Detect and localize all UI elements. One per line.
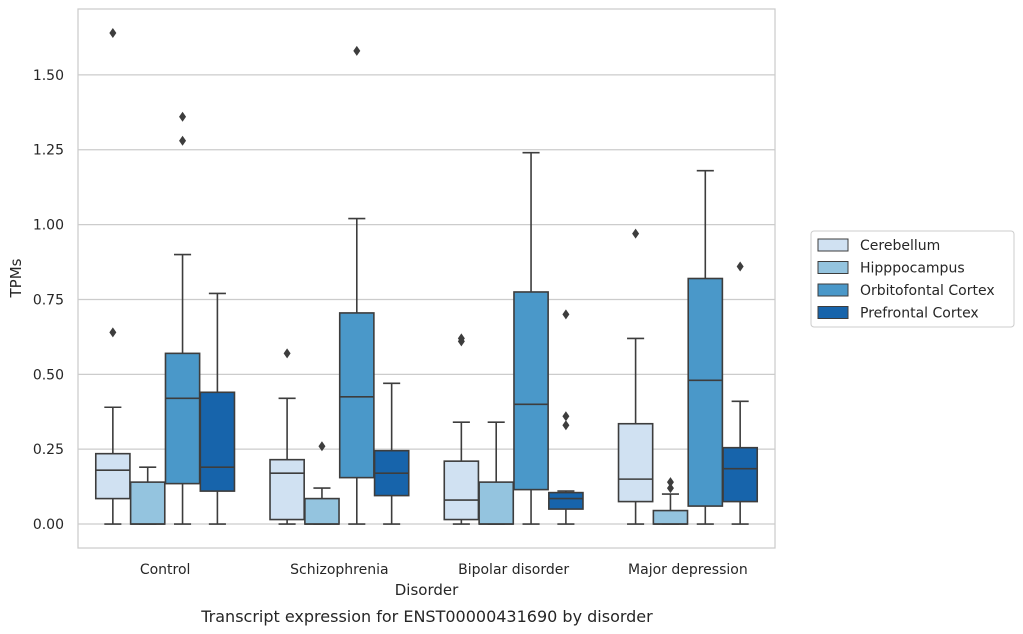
outlier-point (109, 27, 117, 38)
box-series (94, 27, 759, 525)
y-tick-label: 0.75 (33, 292, 64, 308)
box (304, 497, 340, 525)
legend-label: Cerebellum (860, 238, 940, 254)
box-group (722, 261, 759, 525)
box-group (164, 111, 201, 525)
outlier-point (666, 483, 674, 494)
legend-label: Prefrontal Cortex (860, 306, 979, 322)
outlier-point (562, 411, 570, 422)
outlier-point (318, 441, 326, 452)
y-tick-label: 1.50 (33, 68, 64, 84)
box (94, 452, 131, 500)
box (617, 422, 654, 503)
outlier-point (632, 228, 640, 239)
box (548, 491, 584, 510)
x-tick-label: Schizophrenia (290, 562, 388, 578)
box-group (129, 466, 166, 525)
box-group (304, 441, 340, 525)
box (338, 312, 375, 479)
outlier-point (562, 309, 570, 320)
box-group (652, 477, 689, 525)
box (652, 509, 689, 525)
box (513, 291, 549, 491)
box (722, 446, 759, 503)
plot-frame (77, 8, 776, 549)
y-tick-label: 0.00 (33, 517, 64, 533)
outlier-point (179, 111, 187, 122)
legend-swatch (817, 238, 849, 252)
box-group (269, 348, 305, 525)
box-group (548, 309, 584, 525)
y-tick-label: 0.50 (33, 367, 64, 383)
box-group (338, 45, 375, 525)
box (478, 481, 515, 525)
box-group (617, 228, 654, 525)
y-tick-label: 0.25 (33, 442, 64, 458)
legend-label: Hipppocampus (860, 261, 965, 277)
box (199, 391, 236, 492)
outlier-point (736, 261, 744, 272)
x-axis-label: Disorder (395, 581, 459, 599)
legend-swatch (817, 306, 849, 319)
x-tick-label: Bipolar disorder (458, 562, 569, 578)
chart-caption: Transcript expression for ENST0000043169… (200, 607, 653, 626)
y-axis-label: TPMs (7, 258, 25, 298)
x-tick-labels: Control Schizophrenia Bipolar disorder Majo… (140, 562, 748, 578)
legend-swatch (817, 261, 849, 274)
outlier-point (457, 333, 465, 344)
box-group (373, 382, 410, 525)
legend-label: Orbitofontal Cortex (860, 283, 995, 299)
box-group (94, 27, 131, 525)
box (443, 460, 480, 521)
box-group (478, 421, 515, 525)
y-tick-labels: 0.00 0.25 0.50 0.75 1.00 1.25 1.50 (33, 68, 64, 533)
x-tick-label: Major depression (628, 562, 748, 578)
legend: Cerebellum Hipppocampus Orbitofontal Corte… (810, 230, 1015, 328)
box (129, 481, 166, 525)
box-group (199, 292, 236, 525)
box (687, 277, 724, 507)
legend-frame (810, 230, 1015, 328)
box (164, 352, 201, 485)
outlier-point (109, 327, 117, 338)
box (269, 458, 305, 521)
x-tick-label: Control (140, 562, 191, 578)
box-group (513, 151, 549, 525)
outlier-point (283, 348, 291, 359)
y-tick-label: 1.00 (33, 218, 64, 234)
y-tick-label: 1.25 (33, 143, 64, 159)
outlier-point (666, 477, 674, 488)
box-group (443, 333, 480, 525)
outlier-point (353, 45, 361, 56)
box-group (687, 169, 724, 525)
outlier-point (562, 420, 570, 431)
outlier-point (179, 135, 187, 146)
legend-swatch (817, 283, 849, 297)
